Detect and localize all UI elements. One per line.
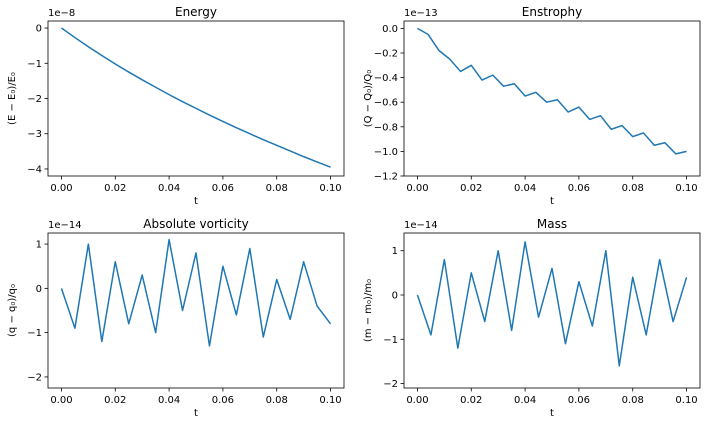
x-tick-label: 0.02 — [460, 395, 482, 406]
y-tick-label: −0.8 — [374, 122, 398, 133]
x-tick-label: 0.10 — [319, 395, 341, 406]
x-axis-label: t — [194, 196, 198, 207]
x-tick-label: 0.10 — [319, 183, 341, 194]
chart-energy: 0.00 0.02 0.04 0.06 0.08 0.10 0 −1 −2 −3 −4 Energy t… — [7, 5, 345, 207]
x-tick-label: 0.06 — [568, 395, 590, 406]
chart-mass: 0.00 0.02 0.04 0.06 0.08 0.10 1 0 −1 −2 Mass t (m − … — [363, 217, 701, 419]
x-tick-label: 0.00 — [406, 395, 428, 406]
y-axis-label: (q − q₀)/q₀ — [7, 284, 18, 337]
x-axis-label: t — [550, 408, 554, 419]
x-tick-label: 0.04 — [514, 183, 536, 194]
x-tick-label: 0.04 — [158, 395, 180, 406]
y-tick-label: −3 — [27, 129, 42, 140]
chart-absolute-vorticity: 0.00 0.02 0.04 0.06 0.08 0.10 1 0 −1 −2 Absolute v… — [7, 217, 345, 419]
x-tick-label: 0.08 — [622, 183, 644, 194]
x-tick-label: 0.00 — [406, 183, 428, 194]
x-tick-label: 0.06 — [212, 183, 234, 194]
y-tick-label: 1 — [36, 240, 42, 251]
plot-frame — [403, 20, 701, 177]
x-tick-label: 0.08 — [266, 183, 288, 194]
y-tick-label: −0.4 — [374, 73, 398, 84]
y-tick-label: −0.6 — [374, 98, 398, 109]
chart-title: Absolute vorticity — [143, 217, 248, 231]
y-tick-label: −0.2 — [374, 48, 398, 59]
y-tick-label: 1 — [392, 246, 398, 257]
series-line — [416, 241, 688, 367]
series-line — [417, 27, 687, 155]
x-axis-label: t — [550, 196, 554, 207]
x-tick-label: 0.04 — [514, 395, 536, 406]
x-tick-label: 0.02 — [104, 395, 126, 406]
y-tick-label: 0 — [36, 284, 42, 295]
y-tick-label: −4 — [27, 164, 42, 175]
plot-frame — [47, 20, 345, 177]
y-tick-label: 0.0 — [382, 24, 398, 35]
series-line — [60, 238, 332, 347]
chart-enstrophy: 0.00 0.02 0.04 0.06 0.08 0.10 0.0 −0.2 −0.4 −0.6 −… — [363, 5, 701, 207]
chart-title: Energy — [175, 5, 217, 19]
series-line — [61, 27, 331, 168]
y-offset-text: 1e−14 — [404, 220, 438, 231]
y-tick-label: 0 — [36, 24, 42, 35]
x-tick-label: 0.06 — [568, 183, 590, 194]
y-tick-label: −1 — [383, 335, 398, 346]
y-tick-label: −1.2 — [374, 172, 398, 183]
x-tick-label: 0.04 — [158, 183, 180, 194]
x-tick-label: 0.00 — [50, 395, 72, 406]
y-tick-label: 0 — [392, 291, 398, 302]
chart-title: Enstrophy — [522, 5, 582, 19]
chart-title: Mass — [537, 217, 567, 231]
x-tick-label: 0.02 — [460, 183, 482, 194]
y-tick-label: −1.0 — [374, 147, 398, 158]
y-offset-text: 1e−13 — [404, 8, 438, 19]
y-axis-label: (E − E₀)/E₀ — [7, 72, 18, 125]
y-tick-label: −1 — [27, 328, 42, 339]
x-tick-label: 0.08 — [266, 395, 288, 406]
y-axis-label: (m − m₀)/m₀ — [363, 279, 374, 342]
x-tick-label: 0.08 — [622, 395, 644, 406]
x-tick-label: 0.02 — [104, 183, 126, 194]
x-tick-label: 0.10 — [675, 395, 697, 406]
x-tick-label: 0.10 — [675, 183, 697, 194]
y-axis-label: (Q − Q₀)/Q₀ — [363, 70, 374, 128]
y-offset-text: 1e−8 — [48, 8, 75, 19]
plot-frame — [47, 232, 345, 389]
y-tick-label: −1 — [27, 59, 42, 70]
y-tick-label: −2 — [27, 372, 42, 383]
x-tick-label: 0.06 — [212, 395, 234, 406]
y-tick-label: −2 — [27, 94, 42, 105]
x-tick-label: 0.00 — [50, 183, 72, 194]
x-axis-label: t — [194, 408, 198, 419]
y-tick-label: −2 — [383, 379, 398, 390]
y-offset-text: 1e−14 — [48, 220, 82, 231]
plot-frame — [403, 232, 701, 389]
